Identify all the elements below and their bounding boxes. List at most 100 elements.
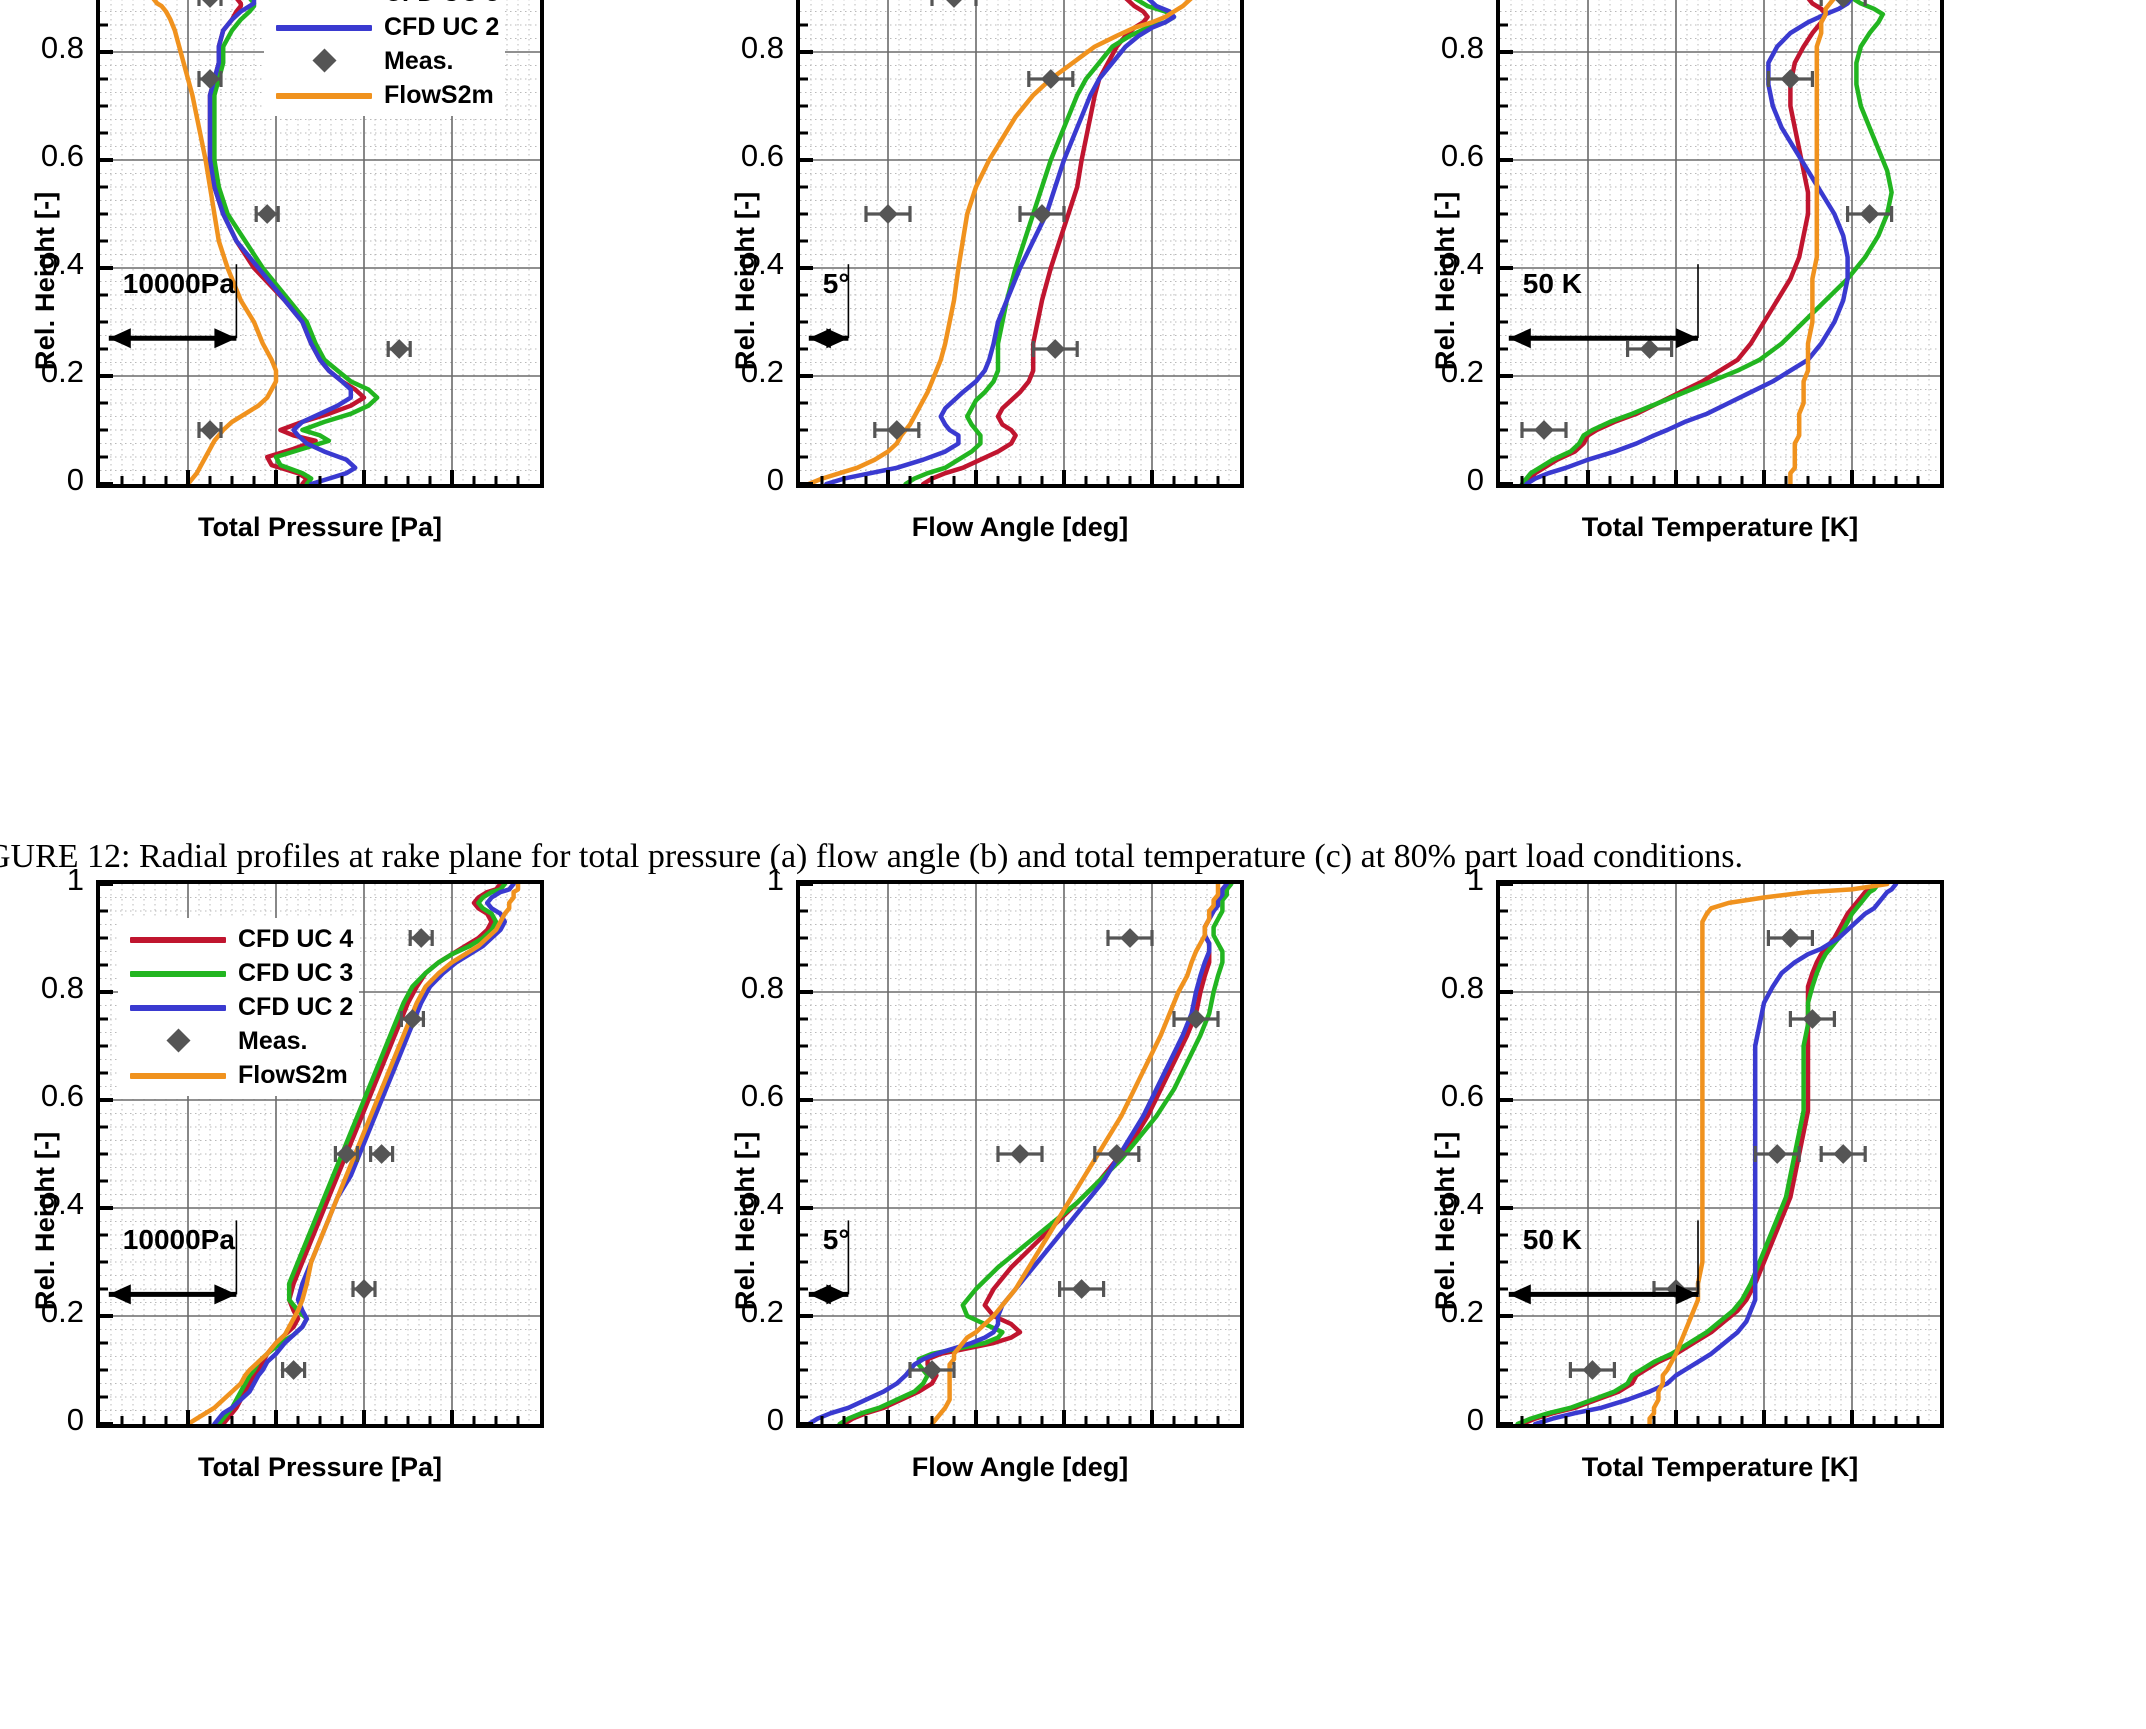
y-tick-label: 0 (766, 462, 784, 497)
series-line-cfd-uc-3 (212, 0, 380, 484)
chart-panel-top-a: Rel. Height [-] 0.8 0.6 0.4 0.2 0 10000Pa CFD U… (0, 0, 700, 595)
y-tick-label: 1 (766, 862, 784, 897)
scale-bar-arrow (1508, 264, 1699, 349)
series-line-cfd-uc-4 (220, 884, 503, 1424)
series-line-cfd-uc-2 (212, 884, 516, 1424)
plot-area-bottom-c (1496, 880, 1944, 1428)
y-tick-label: 0.6 (1440, 138, 1484, 173)
legend-item[interactable]: CFD UC 3 (270, 0, 499, 10)
measurement-point (1753, 1144, 1801, 1164)
series-line-cfd-uc-2 (824, 0, 1177, 484)
measurement-point (1568, 1360, 1617, 1380)
y-tick-label: 0.4 (1440, 1186, 1484, 1221)
y-tick-label: 0.8 (40, 30, 84, 65)
scale-bar-arrow (808, 264, 850, 349)
plot-svg-top-a (100, 0, 540, 484)
y-tick-label: 0.8 (740, 970, 784, 1005)
x-axis-title: Total Temperature [K] (1581, 1452, 1859, 1482)
x-axis-title: Total Pressure [Pa] (197, 512, 443, 542)
y-tick-label: 0 (1466, 1402, 1484, 1437)
measurement-point (369, 1144, 395, 1164)
measurement-point (864, 204, 912, 224)
series-line-cfd-uc-4 (1524, 0, 1828, 484)
series-line-flows2m (1647, 884, 1890, 1424)
y-tick-label: 0 (66, 1402, 84, 1437)
legend-marker-diamond (166, 1028, 191, 1053)
scale-bar-arrow (108, 1220, 238, 1305)
measurement-point (1058, 1279, 1106, 1299)
legend-item[interactable]: CFD UC 2 (124, 990, 353, 1024)
y-tick-label: 0.2 (40, 1294, 84, 1329)
plot-svg-bottom-c (1500, 884, 1940, 1424)
legend-key (270, 78, 378, 112)
y-tick-label: 0.6 (1440, 1078, 1484, 1113)
y-tick-label: 1 (66, 862, 84, 897)
legend-label: CFD UC 4 (238, 924, 354, 953)
y-tick-label: 0.8 (40, 970, 84, 1005)
measurement-point (1520, 420, 1568, 440)
plot-svg-top-c (1500, 0, 1940, 484)
legend-label: CFD UC 2 (238, 992, 354, 1021)
legend-marker-diamond (312, 48, 337, 73)
legend-item[interactable]: Meas. (124, 1024, 353, 1058)
measurement-point (351, 1279, 377, 1299)
legend-line-cfd-uc3 (130, 971, 226, 977)
measurement-point (1106, 928, 1154, 948)
scale-bar-label: 50 K (1522, 1224, 1582, 1256)
legend-line-cfd-uc2 (276, 25, 372, 31)
legend-item[interactable]: FlowS2m (270, 78, 499, 112)
series-line-cfd-uc-4 (1519, 884, 1877, 1424)
legend-line-flows2m (276, 93, 372, 99)
measurement-point (254, 204, 280, 224)
y-tick-label: 0.6 (740, 1078, 784, 1113)
legend-label: Meas. (238, 1026, 308, 1055)
legend-key (124, 1024, 232, 1058)
legend-line-cfd-uc2 (130, 1005, 226, 1011)
measurement-point (197, 0, 223, 8)
measurement-point (1027, 69, 1075, 89)
legend-label: CFD UC 2 (384, 12, 500, 41)
y-tick-label: 0.2 (1440, 354, 1484, 389)
legend-item[interactable]: FlowS2m (124, 1058, 353, 1092)
legend-item[interactable]: CFD UC 2 (270, 10, 499, 44)
scale-bar-arrow (808, 1220, 850, 1305)
measurement-point (873, 420, 921, 440)
series-line-cfd-uc-3 (1515, 884, 1881, 1424)
legend-label: CFD UC 3 (378, 0, 499, 8)
y-tick-label: 0.2 (740, 354, 784, 389)
series-line-cfd-uc-2 (1524, 0, 1854, 484)
legend-line-cfd-uc4 (130, 937, 226, 943)
legend-key (124, 956, 232, 990)
y-tick-label: 0.4 (40, 246, 84, 281)
x-axis-title: Flow Angle [deg] (911, 512, 1129, 542)
measurement-point (281, 1360, 307, 1380)
measurement-point (197, 69, 223, 89)
series-line-flows2m (1788, 0, 1836, 484)
legend-key (270, 10, 378, 44)
y-tick-label: 0.8 (740, 30, 784, 65)
y-tick-label: 0.4 (1440, 246, 1484, 281)
legend-key (270, 44, 378, 78)
y-tick-label: 0.6 (740, 138, 784, 173)
measurement-point (1172, 1009, 1220, 1029)
legend-item[interactable]: CFD UC 3 (124, 956, 353, 990)
measurement-point (333, 1144, 359, 1164)
legend-line-flows2m (130, 1073, 226, 1079)
measurement-point (996, 1144, 1044, 1164)
scale-bar-label: 10000Pa (122, 268, 235, 300)
y-tick-label: 0.2 (1440, 1294, 1484, 1329)
y-tick-label: 0.4 (740, 1186, 784, 1221)
plot-area-bottom-b (796, 880, 1244, 1428)
legend-item[interactable]: CFD UC 4 (124, 922, 353, 956)
scale-bar-label: 50 K (1522, 268, 1582, 300)
figure-caption: GURE 12: Radial profiles at rake plane f… (0, 838, 1743, 875)
series-line-cfd-uc-2 (1532, 884, 1899, 1424)
legend-key (124, 990, 232, 1024)
chart-panel-top-c: Rel. Height [-] 0.8 0.6 0.4 0.2 0 50 K Total Te… (1400, 0, 2146, 595)
measurement-point (1625, 339, 1674, 359)
figure-row-bottom: Rel. Height [-] 1 0.8 0.6 0.4 0.2 0 10000Pa CFD … (0, 862, 2146, 1535)
legend-item[interactable]: Meas. (270, 44, 499, 78)
y-tick-label: 0.4 (740, 246, 784, 281)
series-line-cfd-uc-3 (903, 0, 1177, 484)
measurement-point (1093, 1144, 1141, 1164)
